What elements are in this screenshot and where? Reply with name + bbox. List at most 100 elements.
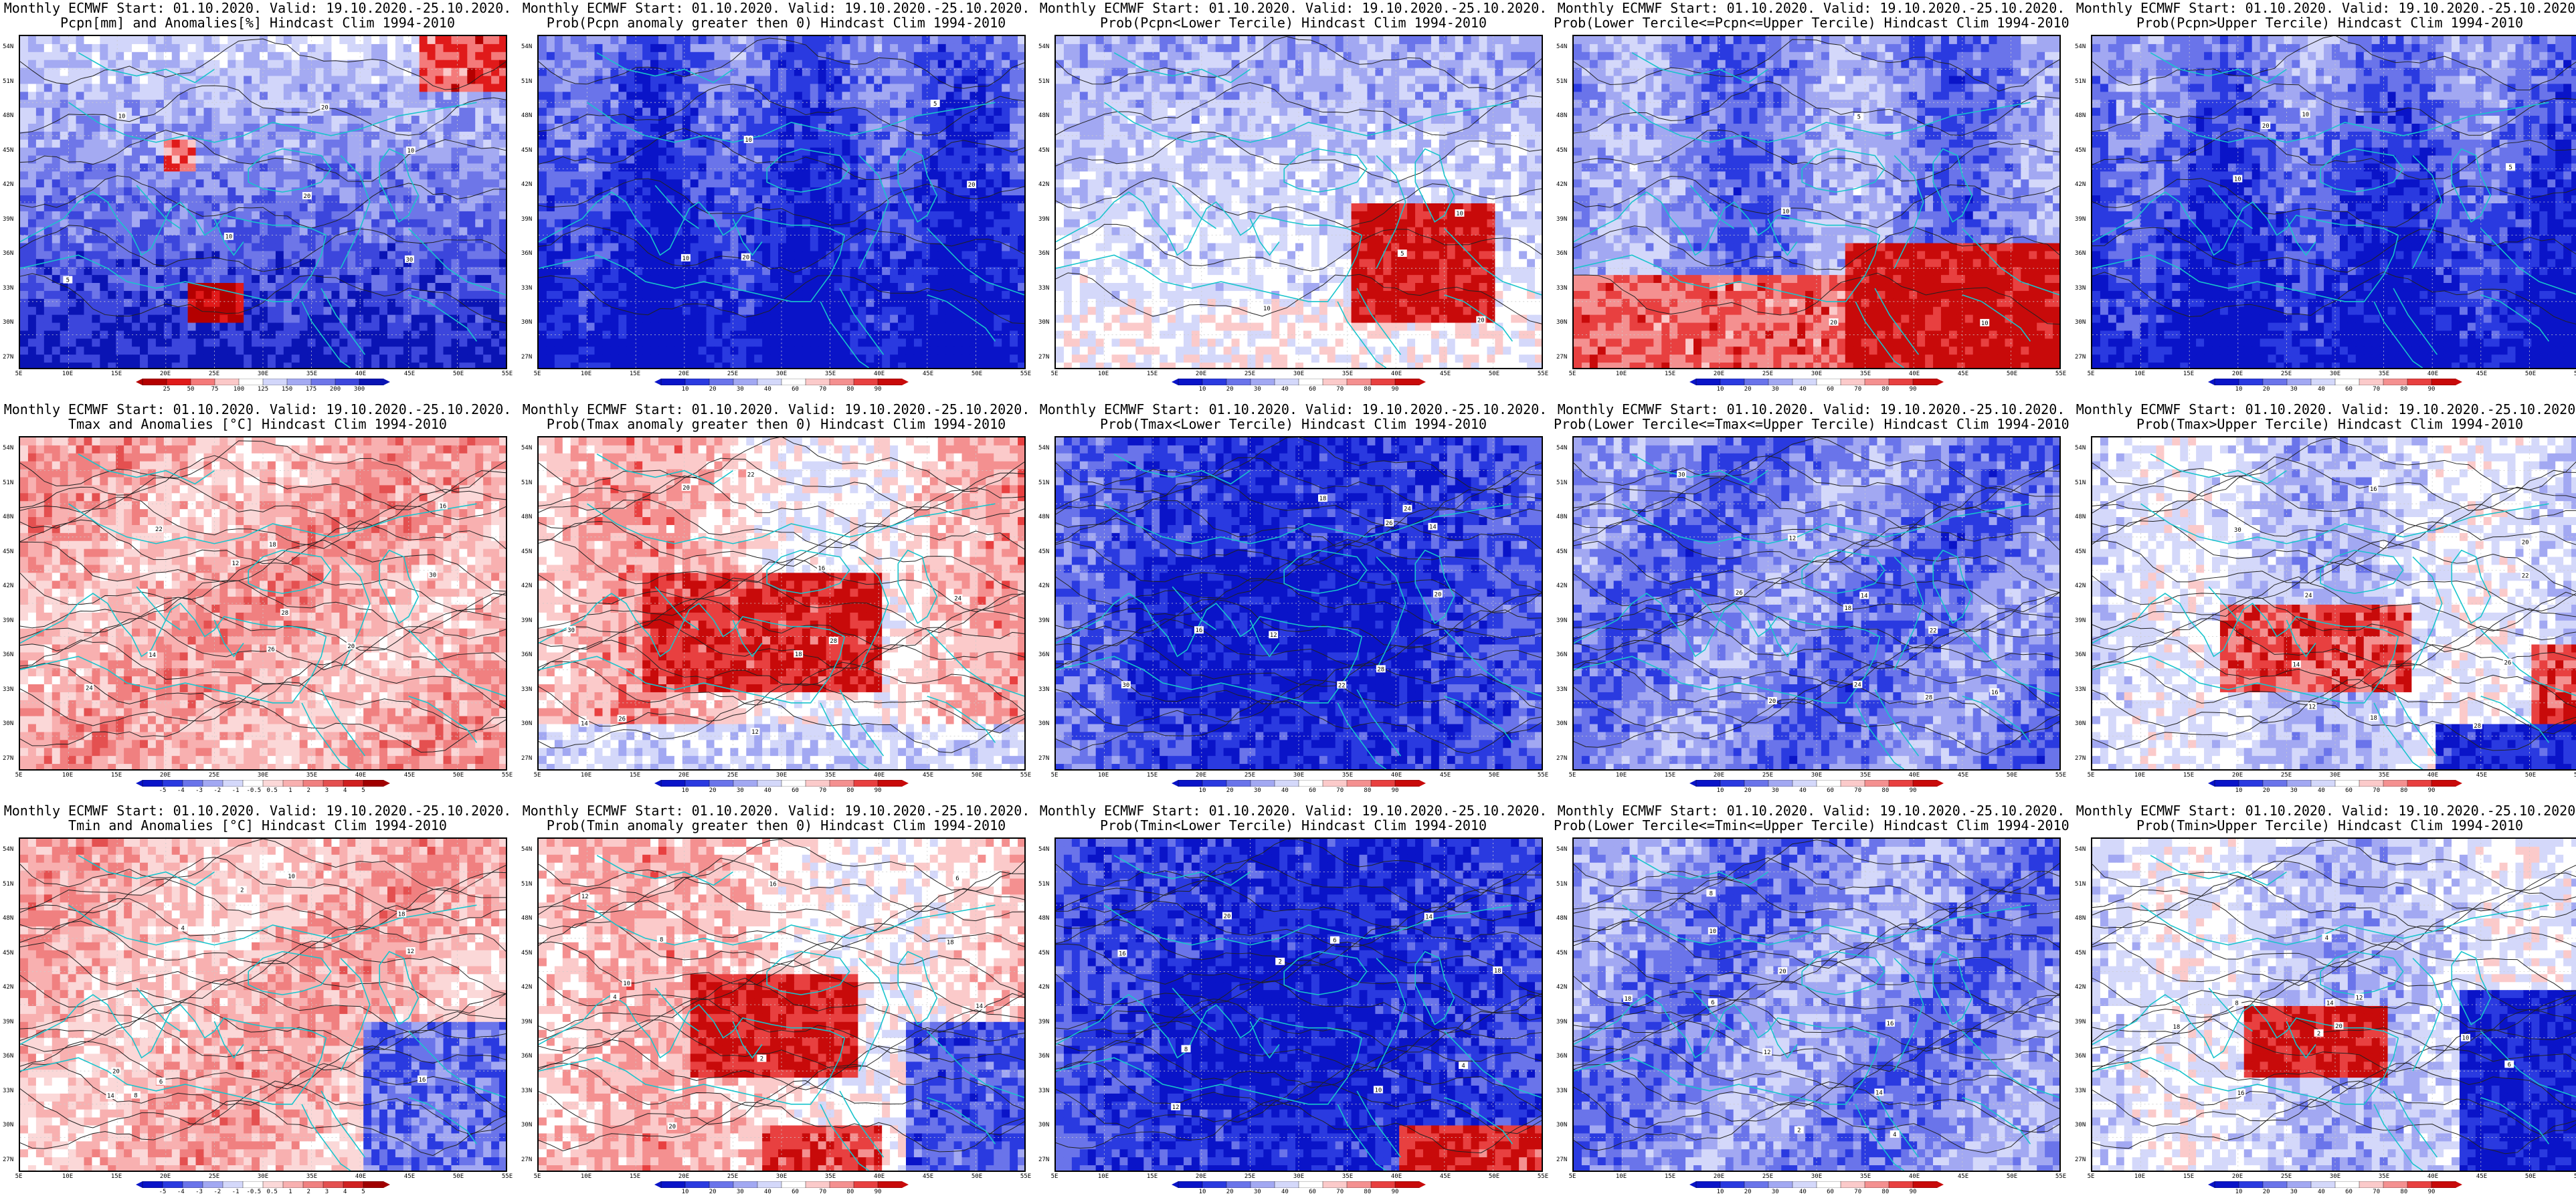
- colorbar-label: -2: [213, 1189, 221, 1195]
- colorbar-swatch: [282, 780, 304, 787]
- longitude-label: 30E: [1811, 371, 1822, 377]
- latitude-label: 54N: [3, 847, 13, 853]
- contour-line: [20, 225, 506, 272]
- colorbar-swatch: [853, 379, 879, 385]
- coastline: [2208, 987, 2253, 1032]
- contour-line: [20, 559, 506, 611]
- longitude-label: 25E: [209, 773, 219, 779]
- longitude-label: 35E: [306, 371, 317, 377]
- colorbar-swatch: [2238, 780, 2264, 787]
- panel-title: Monthly ECMWF Start: 01.10.2020. Valid: …: [2072, 803, 2576, 819]
- longitude-label: 40E: [1391, 773, 1402, 779]
- contour-label: 10: [2300, 110, 2310, 118]
- latitude-label: 39N: [521, 216, 532, 223]
- colorbar-label: 90: [1910, 387, 1917, 393]
- contour-label: 18: [1623, 995, 1633, 1003]
- colorbar-swatch: [1816, 780, 1841, 787]
- contour-line: [20, 519, 506, 565]
- longitude-label: 10E: [1616, 1174, 1627, 1180]
- contour-line: [20, 1018, 506, 1071]
- latitude-label: 54N: [1038, 44, 1049, 50]
- longitude-label: 5E: [534, 773, 541, 779]
- colorbar-swatch: [1298, 780, 1323, 787]
- panel-subtitle: Tmax and Anomalies [°C] Hindcast Clim 19…: [0, 416, 515, 433]
- colorbar-label: 40: [1799, 387, 1807, 393]
- contour-line: [1574, 1064, 2059, 1110]
- colorbar-label: 80: [846, 1189, 854, 1195]
- longitude-label: 40E: [1391, 371, 1402, 377]
- latitude-label: 30N: [2075, 1122, 2086, 1128]
- coastline: [1962, 294, 2031, 342]
- colorbar-swatch: [162, 1181, 183, 1188]
- coastline: [2373, 301, 2423, 368]
- longitude-label: 20E: [678, 371, 689, 377]
- longitude-label: 30E: [258, 1174, 268, 1180]
- contour-line: [1056, 131, 1542, 183]
- colorbar-label: 70: [2373, 387, 2380, 393]
- contour-line: [2092, 1080, 2576, 1136]
- coastline: [68, 503, 477, 544]
- coastline: [1444, 1031, 1542, 1098]
- colorbar-swatch: [1888, 379, 1914, 385]
- longitude-label: 30E: [1811, 773, 1822, 779]
- coastline: [1356, 288, 1402, 355]
- coastline: [340, 155, 371, 269]
- colorbar-label: 300: [354, 387, 365, 393]
- coastline: [2208, 586, 2253, 631]
- colorbar-label: 30: [2290, 788, 2298, 794]
- coastline: [1689, 586, 1735, 631]
- svg-text:5: 5: [66, 278, 70, 284]
- contour-label: 12: [1171, 1103, 1181, 1111]
- coastline: [1874, 1090, 1920, 1158]
- longitude-label: 15E: [1665, 773, 1675, 779]
- colorbar-arrow-left: [1689, 1181, 1696, 1188]
- coastline: [1574, 235, 1881, 302]
- colorbar-label: -0.5: [247, 1189, 262, 1195]
- latitude-label: 33N: [2075, 1088, 2086, 1094]
- colorbar-label: 60: [1309, 387, 1316, 393]
- contour-label: 16: [768, 880, 778, 888]
- longitude-label: 30E: [776, 371, 787, 377]
- contour-line: [2092, 498, 2576, 549]
- longitude-label: 35E: [1860, 773, 1871, 779]
- contour-line: [1056, 82, 1542, 136]
- forecast-map: 2 4 6 8 10 12 14 16 18 20: [1572, 837, 2061, 1172]
- latitude-label: 27N: [3, 1157, 13, 1163]
- coastline: [1689, 185, 1735, 229]
- contour-line: [2092, 540, 2576, 593]
- longitude-label: 50E: [972, 371, 982, 377]
- contour-label: 8: [131, 1091, 141, 1099]
- colorbar-label: 20: [1226, 1189, 1234, 1195]
- coastline: [2480, 696, 2550, 743]
- contour-line: [1574, 577, 2059, 632]
- longitude-label: 50E: [972, 1174, 982, 1180]
- coastline: [1874, 288, 1920, 355]
- colorbar-swatch: [2262, 780, 2288, 787]
- contour-line: [1574, 679, 2059, 734]
- contour-label: 16: [1117, 949, 1127, 958]
- colorbar-swatch: [1226, 780, 1251, 787]
- contour-line: [1056, 1039, 1542, 1088]
- colorbar-swatch: [1250, 780, 1275, 787]
- colorbar-swatch: [1720, 1181, 1745, 1188]
- latitude-label: 45N: [3, 950, 13, 957]
- colorbar-swatch: [805, 780, 830, 787]
- contour-line: [2092, 920, 2576, 968]
- colorbar-swatch: [1226, 1181, 1251, 1188]
- colorbar-arrow-right: [2456, 379, 2462, 385]
- latitude-label: 39N: [1556, 1019, 1567, 1025]
- contour-label: 12: [1762, 1048, 1772, 1056]
- latitude-label: 33N: [3, 686, 13, 693]
- forecast-map: 12 14 16 18 20 22 24 26 28 30: [2091, 436, 2576, 771]
- contour-line: [539, 498, 1024, 548]
- contour-line: [20, 440, 506, 493]
- longitude-label: 55E: [2574, 773, 2576, 779]
- colorbar-arrow-right: [1937, 780, 1944, 787]
- contour-line: [2092, 637, 2576, 689]
- colorbar-swatch: [829, 1181, 854, 1188]
- coastline: [2092, 235, 2399, 302]
- panel-title: Monthly ECMWF Start: 01.10.2020. Valid: …: [1554, 401, 2069, 418]
- latitude-label: 54N: [1038, 445, 1049, 452]
- contour-label: 14: [1874, 1088, 1884, 1096]
- coastline: [301, 1104, 351, 1171]
